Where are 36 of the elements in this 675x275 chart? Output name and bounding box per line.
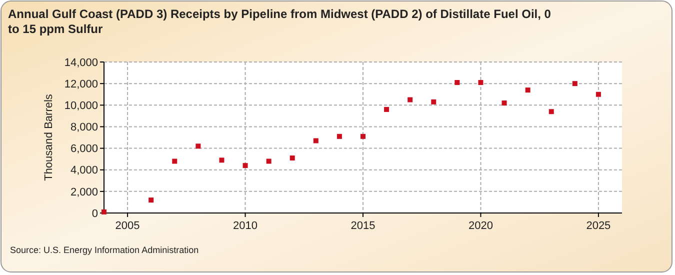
y-tick-label: 6,000 (70, 143, 98, 156)
x-tick-label: 2020 (468, 220, 493, 232)
point (572, 81, 578, 86)
point (313, 138, 318, 144)
point (548, 109, 554, 114)
point (408, 97, 413, 102)
y-tick-label: 12,000 (64, 78, 98, 90)
point (502, 100, 507, 106)
point (525, 88, 530, 93)
point (290, 155, 295, 160)
x-tick-label: 2005 (115, 220, 140, 232)
y-tick-label: 4,000 (70, 164, 98, 177)
point (431, 99, 436, 104)
y-axis-title: Thousand Barrels (43, 94, 55, 181)
chart-title: Annual Gulf Coast (PADD 3) Receipts by Pipeline from Midwest (PADD 2) of Distillate Fuel Oil, 0 to 15 ppm Sulfur (8, 7, 552, 36)
point (172, 158, 178, 164)
point (148, 198, 154, 203)
point (478, 80, 484, 85)
point (196, 144, 201, 149)
point (596, 92, 601, 97)
x-tick-label: 2010 (233, 220, 258, 232)
point (384, 106, 390, 112)
point (266, 158, 272, 164)
point (219, 158, 224, 163)
source-note: Source: U.S. Energy Information Administration (10, 245, 199, 255)
y-tick-label: 8,000 (70, 122, 98, 134)
x-tick-label: 2015 (350, 220, 376, 232)
point (242, 163, 248, 168)
y-tick-label: 2,000 (70, 186, 98, 198)
point (454, 80, 460, 85)
point (360, 134, 366, 139)
x-tick-label: 2025 (586, 220, 611, 232)
y-tick-label: 10,000 (64, 100, 98, 112)
point (336, 134, 342, 139)
y-tick-label: 14,000 (64, 56, 98, 69)
y-tick-label: 0 (92, 208, 98, 220)
